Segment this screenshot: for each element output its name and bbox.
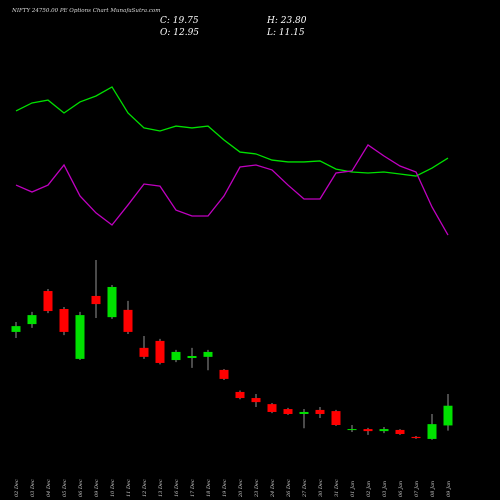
candle-body (299, 411, 309, 414)
x-tick-label: 26 Dec (286, 479, 292, 498)
x-tick-label: 24 Dec (270, 479, 276, 498)
x-tick-label: 05 Dec (62, 479, 68, 497)
high-label: H: 23.80 (266, 16, 307, 26)
x-tick-label: 12 Dec (142, 479, 148, 497)
x-tick-label: 09 Jan (446, 481, 452, 497)
candle-body (267, 404, 277, 412)
open-label: O: 12.95 (160, 28, 199, 38)
candle-body (283, 409, 293, 414)
candle-body (395, 429, 405, 434)
x-tick-label: 30 Dec (318, 479, 324, 497)
x-tick-label: 16 Dec (174, 479, 180, 497)
candle-body (27, 315, 37, 325)
x-tick-label: 08 Jan (430, 481, 436, 497)
candle-body (187, 355, 197, 359)
indicator-line (15, 144, 449, 236)
close-label: C: 19.75 (160, 16, 199, 26)
x-tick-label: 17 Dec (190, 479, 196, 497)
candle-body (235, 391, 245, 399)
x-tick-label: 06 Jan (398, 481, 404, 497)
candle-body (11, 326, 21, 332)
candle-body (251, 398, 261, 403)
x-tick-label: 19 Dec (222, 479, 228, 497)
candle-body (75, 315, 85, 359)
candle-body (379, 429, 389, 432)
candle-body (171, 351, 181, 361)
x-tick-label: 02 Dec (14, 479, 20, 497)
candle-body (59, 309, 69, 332)
x-tick-label: 11 Dec (126, 479, 132, 497)
candle-body (347, 429, 357, 431)
candle-body (91, 295, 101, 305)
candle-body (331, 411, 341, 426)
x-tick-label: 02 Jan (366, 481, 372, 497)
candle-body (139, 347, 149, 357)
x-tick-label: 06 Dec (78, 479, 84, 497)
candle-body (411, 436, 421, 439)
x-tick-label: 31 Dec (334, 479, 340, 497)
x-tick-label: 23 Dec (254, 479, 260, 498)
chart-title: NIFTY 24750.00 PE Options Chart MunafaSu… (11, 8, 160, 14)
candle-body (427, 424, 437, 439)
x-tick-label: 04 Dec (46, 479, 52, 497)
candle-body (123, 309, 133, 332)
candle-body (155, 340, 165, 363)
candle-body (315, 409, 325, 414)
candle-body (43, 291, 53, 312)
candle-body (107, 286, 117, 318)
x-tick-label: 03 Jan (382, 481, 388, 497)
candle-body (363, 429, 373, 432)
x-tick-label: 01 Jan (350, 481, 356, 497)
candle-body (219, 369, 229, 379)
x-tick-label: 20 Dec (238, 479, 244, 498)
x-tick-label: 18 Dec (206, 479, 212, 497)
candle-body (443, 405, 453, 426)
candle-body (203, 351, 213, 357)
low-label: L: 11.15 (266, 28, 305, 38)
x-tick-label: 27 Dec (302, 479, 308, 498)
indicator-line (15, 86, 449, 177)
x-tick-label: 09 Dec (94, 479, 100, 497)
x-tick-label: 07 Jan (414, 481, 420, 497)
x-tick-label: 03 Dec (30, 479, 36, 497)
x-tick-label: 13 Dec (158, 479, 164, 497)
x-tick-label: 10 Dec (110, 479, 116, 497)
